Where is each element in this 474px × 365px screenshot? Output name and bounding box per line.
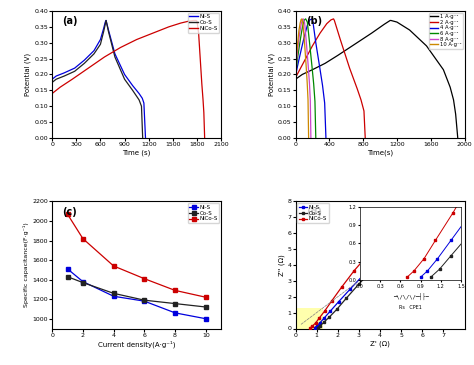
- Y-axis label: Potential (V): Potential (V): [25, 53, 31, 96]
- Y-axis label: Potential (V): Potential (V): [268, 53, 275, 96]
- Legend: Ni-S, Co-S, NiCo-S: Ni-S, Co-S, NiCo-S: [188, 13, 219, 32]
- Text: (a): (a): [62, 16, 78, 26]
- X-axis label: Time (s): Time (s): [122, 150, 151, 157]
- Legend: Ni-S, Co-S, NiCo-S: Ni-S, Co-S, NiCo-S: [297, 203, 329, 223]
- Bar: [295, 308, 323, 328]
- Y-axis label: Specific capacitance(F·g⁻¹): Specific capacitance(F·g⁻¹): [23, 223, 29, 307]
- Y-axis label: Z'' (Ω): Z'' (Ω): [278, 254, 284, 276]
- X-axis label: Current density(A·g⁻¹): Current density(A·g⁻¹): [98, 341, 175, 348]
- Text: (b): (b): [306, 16, 322, 26]
- Text: (c): (c): [62, 207, 77, 216]
- Legend: 1 A·g⁻¹, 2 A·g⁻¹, 4 A·g⁻¹, 6 A·g⁻¹, 8 A·g⁻¹, 10 A·g⁻¹: 1 A·g⁻¹, 2 A·g⁻¹, 4 A·g⁻¹, 6 A·g⁻¹, 8 A·…: [428, 12, 463, 49]
- Legend: Ni-S, Co-S, NiCo-S: Ni-S, Co-S, NiCo-S: [188, 203, 219, 223]
- X-axis label: Z' (Ω): Z' (Ω): [370, 341, 390, 347]
- Text: (d): (d): [306, 207, 322, 216]
- X-axis label: Time(s): Time(s): [367, 150, 393, 157]
